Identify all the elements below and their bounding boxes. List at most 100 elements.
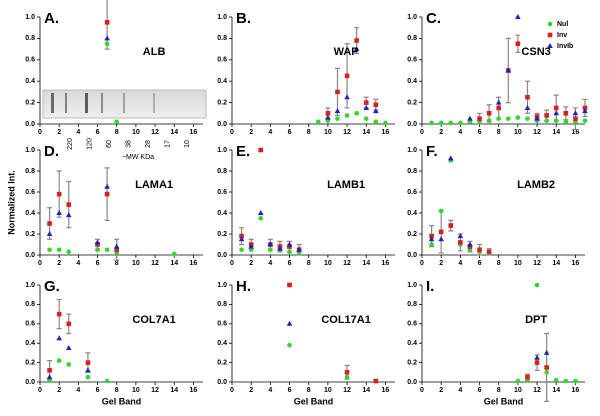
x-tick-label: 16: [190, 260, 198, 267]
marker-nul: [95, 247, 100, 253]
panel-title: LAMA1: [135, 179, 173, 191]
x-axis-label: Gel Band: [294, 396, 334, 406]
y-tick-label: 0.0: [25, 379, 35, 386]
x-tick-label: 14: [362, 387, 370, 394]
marker-invib: [257, 210, 264, 215]
marker-inv: [486, 111, 492, 116]
x-tick-label: 12: [343, 129, 351, 136]
marker-inv: [56, 311, 62, 317]
x-tick-label: 2: [249, 129, 253, 136]
panel-label: D.: [44, 143, 59, 160]
marker-inv: [258, 147, 264, 153]
marker-nul: [354, 111, 359, 116]
panel-label: E.: [236, 143, 250, 160]
x-tick-label: 0: [420, 387, 424, 394]
y-tick-label: 0.4: [217, 210, 227, 217]
marker-invib: [447, 155, 454, 161]
y-tick-label: 0.6: [407, 189, 417, 196]
marker-invib: [104, 35, 110, 41]
marker-invib: [543, 349, 550, 355]
marker-invib: [334, 108, 341, 114]
y-tick-label: 0.2: [407, 359, 417, 366]
x-tick-label: 2: [439, 260, 443, 267]
x-tick-label: 6: [288, 129, 292, 136]
marker-inv: [66, 321, 72, 327]
marker-inv: [56, 191, 62, 197]
marker-invib: [238, 236, 245, 242]
y-tick-label: 0.4: [407, 78, 417, 85]
x-tick-label: 0: [38, 387, 42, 394]
y-tick-label: 0.8: [217, 301, 227, 308]
mw-label: 28: [145, 140, 152, 148]
marker-inv: [573, 116, 578, 121]
y-tick-label: 0.0: [25, 252, 35, 259]
x-tick-label: 4: [268, 260, 272, 267]
marker-inv: [582, 105, 588, 111]
x-tick-label: 0: [38, 129, 42, 136]
marker-invib: [277, 245, 283, 251]
marker-nul: [85, 374, 91, 380]
marker-inv: [363, 100, 369, 105]
marker-inv: [104, 191, 110, 197]
y-tick-label: 0.8: [25, 35, 35, 42]
x-tick-label: 10: [324, 129, 332, 136]
mw-label: 60: [106, 140, 113, 148]
marker-invib: [553, 110, 560, 116]
panel-title: COL7A1: [132, 314, 175, 326]
x-tick-label: 4: [76, 129, 80, 136]
marker-nul: [515, 378, 521, 384]
y-tick-label: 0.6: [25, 57, 35, 64]
y-tick-label: 0.4: [25, 340, 35, 347]
gel-band: [65, 93, 67, 113]
marker-nul: [563, 378, 569, 384]
marker-inv: [496, 105, 502, 111]
marker-nul: [104, 247, 110, 253]
marker-nul: [553, 118, 559, 124]
x-tick-label: 10: [324, 387, 332, 394]
y-tick-label: 0.6: [25, 189, 35, 196]
x-tick-label: 6: [96, 387, 100, 394]
marker-nul: [534, 282, 540, 288]
marker-nul: [458, 120, 463, 126]
x-tick-label: 12: [151, 387, 159, 394]
marker-invib: [56, 335, 62, 341]
marker-nul: [429, 120, 434, 126]
marker-invib: [344, 94, 350, 100]
x-tick-label: 0: [230, 387, 234, 394]
x-tick-label: 0: [420, 129, 424, 136]
y-tick-label: 0.4: [25, 78, 35, 85]
marker-nul: [448, 120, 454, 126]
x-tick-label: 0: [420, 260, 424, 267]
y-axis-label: Normalized Int.: [6, 170, 16, 235]
x-tick-label: 6: [288, 260, 292, 267]
marker-inv: [335, 89, 340, 95]
marker-inv: [287, 244, 292, 249]
marker-nul: [344, 374, 350, 380]
y-tick-label: 0.6: [217, 189, 227, 196]
x-tick-label: 8: [307, 129, 311, 136]
y-tick-label: 1.0: [407, 14, 417, 21]
gel-band: [85, 93, 88, 113]
legend-label: Inv: [557, 32, 567, 39]
panel-label: A.: [44, 10, 59, 27]
marker-nul: [553, 377, 559, 383]
x-tick-label: 8: [307, 387, 311, 394]
panel-title: CSN3: [521, 46, 550, 58]
marker-nul: [56, 247, 62, 253]
marker-nul: [496, 116, 502, 121]
legend-label: Nul: [557, 21, 568, 28]
y-tick-label: 0.8: [25, 301, 35, 308]
marker-inv: [477, 247, 482, 253]
x-tick-label: 6: [96, 129, 100, 136]
legend-marker: [547, 32, 553, 38]
y-tick-label: 0.0: [407, 121, 417, 128]
x-tick-label: 8: [115, 129, 119, 136]
mw-label: 120: [86, 138, 93, 150]
legend-label: InvIb: [557, 43, 573, 50]
marker-nul: [438, 120, 444, 126]
marker-invib: [286, 320, 293, 326]
x-tick-label: 10: [324, 260, 332, 267]
marker-nul: [525, 116, 530, 121]
marker-nul: [505, 116, 511, 121]
marker-nul: [104, 41, 110, 47]
